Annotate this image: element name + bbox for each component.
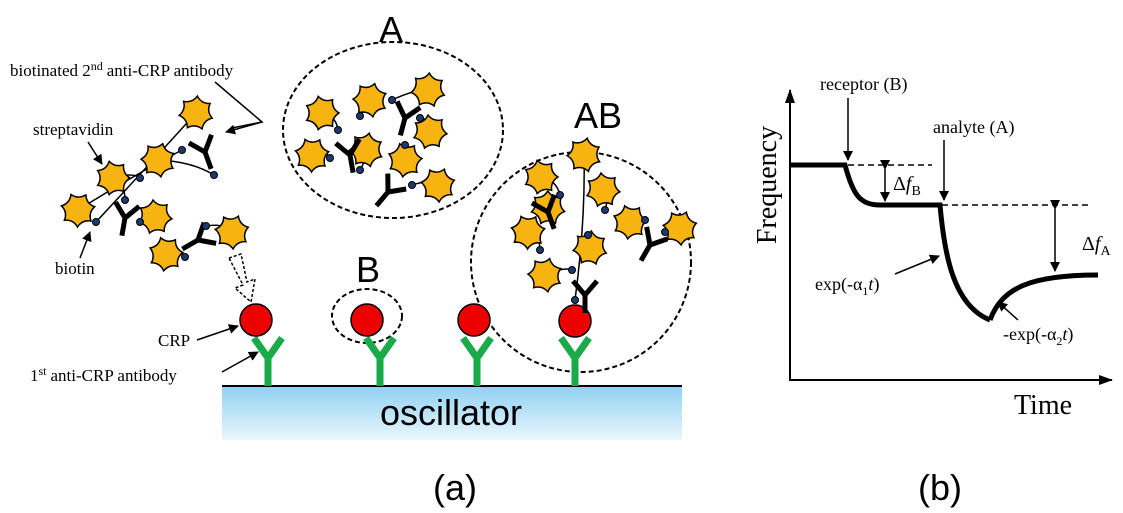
label-part: 1 xyxy=(30,366,39,385)
streptavidin xyxy=(150,238,183,271)
biotin xyxy=(557,192,564,199)
streptavidin xyxy=(421,169,454,202)
biotin xyxy=(569,267,576,274)
leader-arrow xyxy=(998,302,1018,320)
streptavidin xyxy=(296,140,329,173)
biotin xyxy=(585,232,592,239)
biotin xyxy=(327,155,334,162)
primary-antibody xyxy=(366,338,394,386)
biotin xyxy=(93,219,100,226)
subscript: B xyxy=(911,184,920,199)
complex-label: B xyxy=(356,249,380,290)
leader-arrow xyxy=(222,352,258,372)
streptavidin xyxy=(663,212,696,245)
y-axis-label: Frequency xyxy=(752,126,783,244)
streptavidin xyxy=(62,195,95,228)
secondary-antibody xyxy=(367,174,406,214)
streptavidin xyxy=(411,73,444,106)
response-curve xyxy=(990,275,1098,320)
label-part: -exp(-α xyxy=(1003,324,1057,345)
leader-arrow xyxy=(88,142,102,164)
streptavidin xyxy=(139,200,172,233)
superscript: st xyxy=(39,364,48,378)
label-part: ) xyxy=(873,274,879,295)
caption: (a) xyxy=(433,467,477,508)
biotin xyxy=(602,207,609,214)
streptavidin xyxy=(353,84,386,117)
analyte-label: analyte (A) xyxy=(933,117,1014,138)
exp2-label: -exp(-α2t) xyxy=(1003,324,1073,348)
biotin xyxy=(389,97,396,104)
caption: (b) xyxy=(918,467,962,508)
symbol: Δ xyxy=(893,173,906,195)
streptavidin xyxy=(215,216,248,249)
biotin xyxy=(179,147,186,154)
superscript: nd xyxy=(91,59,103,73)
leader-arrow xyxy=(197,326,238,340)
biotin xyxy=(182,254,189,261)
leader-arrow xyxy=(80,232,90,258)
secondary-antibody-label: biotinated 2nd anti-CRP antibody xyxy=(10,59,234,80)
biotin xyxy=(357,113,364,120)
exp1-label: exp(-α1t) xyxy=(815,274,879,298)
biotin xyxy=(137,219,144,226)
secondary-antibody xyxy=(189,135,222,173)
streptavidin xyxy=(179,96,212,129)
primary-antibody xyxy=(561,338,589,386)
streptavidin xyxy=(141,144,174,177)
receptor-label: receptor (B) xyxy=(820,74,907,95)
biotin xyxy=(417,115,424,122)
subscript: A xyxy=(1100,244,1111,259)
streptavidin xyxy=(307,96,339,129)
binding-arrow xyxy=(229,254,255,302)
biotin xyxy=(662,229,669,236)
figure: oscillator A B AB biotinated 2ndanti-CRP… xyxy=(0,0,1123,513)
biotin xyxy=(357,167,364,174)
label-part: anti-CRP antibody xyxy=(51,366,178,385)
complex-label: AB xyxy=(574,95,622,136)
leader-line xyxy=(215,82,262,128)
oscillator-label: oscillator xyxy=(380,392,522,433)
biotin xyxy=(211,172,218,179)
biotin xyxy=(409,182,416,189)
secondary-antibody xyxy=(389,101,420,138)
biotin xyxy=(122,197,129,204)
streptavidin xyxy=(587,173,620,206)
biotin xyxy=(203,223,210,230)
linker xyxy=(575,155,584,300)
biotin xyxy=(572,297,579,304)
label-part: ) xyxy=(1067,324,1073,345)
biotin xyxy=(402,142,409,149)
complex-label: A xyxy=(379,9,403,50)
crp-molecule xyxy=(458,304,490,336)
leader-arrow xyxy=(226,122,262,132)
label-part: biotinated 2 xyxy=(10,61,91,80)
primary-antibody xyxy=(254,338,282,386)
leader-arrow xyxy=(895,256,939,274)
biotin xyxy=(537,247,544,254)
biotin xyxy=(642,217,649,224)
delta-fa-label: ΔfA xyxy=(1082,233,1111,259)
symbol: Δ xyxy=(1082,233,1095,255)
crp-molecule xyxy=(240,304,272,336)
crp-label: CRP xyxy=(158,331,190,350)
label-part: anti-CRP antibody xyxy=(107,61,234,80)
biotin-label: biotin xyxy=(55,259,95,278)
crp-molecule xyxy=(351,304,383,336)
secondary-antibody xyxy=(110,202,139,238)
response-curve xyxy=(790,165,990,320)
streptavidin xyxy=(528,259,561,292)
label-part: exp(-α xyxy=(815,274,863,295)
biotin xyxy=(335,127,342,134)
biotin xyxy=(137,175,144,182)
streptavidin-label: streptavidin xyxy=(33,120,114,139)
delta-fb-label: ΔfB xyxy=(893,173,921,199)
primary-antibody xyxy=(463,338,491,386)
x-axis-label: Time xyxy=(1014,390,1072,421)
streptavidin xyxy=(567,138,600,171)
panel-b: Frequency Time receptor (B) analyte (A) … xyxy=(752,74,1112,508)
